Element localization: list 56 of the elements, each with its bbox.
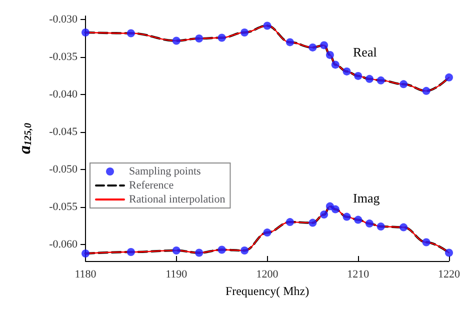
annotation: Real — [353, 44, 378, 60]
point — [400, 223, 408, 232]
x-tick-label: 1190 — [166, 268, 188, 280]
point — [354, 72, 362, 80]
point — [422, 238, 430, 246]
point — [286, 38, 294, 46]
point — [445, 248, 453, 257]
point — [263, 22, 272, 30]
point — [365, 74, 374, 83]
point — [354, 216, 362, 224]
point — [365, 220, 374, 228]
point — [126, 248, 135, 256]
point — [445, 73, 453, 82]
legend-label: Rational interpolation — [129, 194, 226, 206]
y-tick-label: -0.045 — [49, 126, 78, 138]
x-axis-title: Frequency( Mhz) — [225, 284, 310, 298]
point — [126, 29, 135, 38]
legend-label: Sampling points — [129, 166, 201, 178]
point — [195, 34, 204, 42]
x-tick-label: 1200 — [256, 268, 279, 280]
point — [376, 222, 385, 231]
x-tick-label: 1210 — [347, 268, 370, 280]
y-axis-title: a125,0 — [15, 123, 34, 154]
point — [172, 36, 180, 45]
point — [342, 212, 351, 221]
y-tick-label: -0.055 — [49, 201, 78, 214]
point — [218, 34, 226, 42]
point — [240, 246, 249, 255]
point — [286, 218, 294, 226]
point — [82, 28, 90, 36]
point — [331, 60, 340, 69]
point — [320, 41, 328, 50]
point — [376, 76, 385, 84]
point — [263, 228, 272, 237]
point — [240, 28, 249, 36]
point — [218, 246, 226, 254]
x-tick-label: 1220 — [438, 268, 460, 280]
point — [326, 50, 334, 59]
y-tick-label: -0.030 — [49, 14, 78, 26]
point — [172, 246, 180, 255]
y-tick-label: -0.035 — [49, 51, 78, 64]
annotation: Imag — [353, 190, 380, 206]
point — [308, 43, 317, 52]
point — [195, 248, 204, 257]
point — [308, 218, 317, 227]
y-tick-label: -0.050 — [49, 164, 78, 176]
point — [82, 250, 90, 258]
point — [342, 67, 351, 76]
point — [400, 80, 408, 88]
point — [422, 86, 430, 95]
x-tick-label: 1180 — [74, 268, 97, 280]
point — [331, 205, 340, 214]
y-tick-label: -0.040 — [49, 88, 78, 101]
point — [320, 210, 328, 219]
y-tick-label: -0.060 — [49, 238, 78, 251]
legend-label: Reference — [129, 180, 174, 192]
